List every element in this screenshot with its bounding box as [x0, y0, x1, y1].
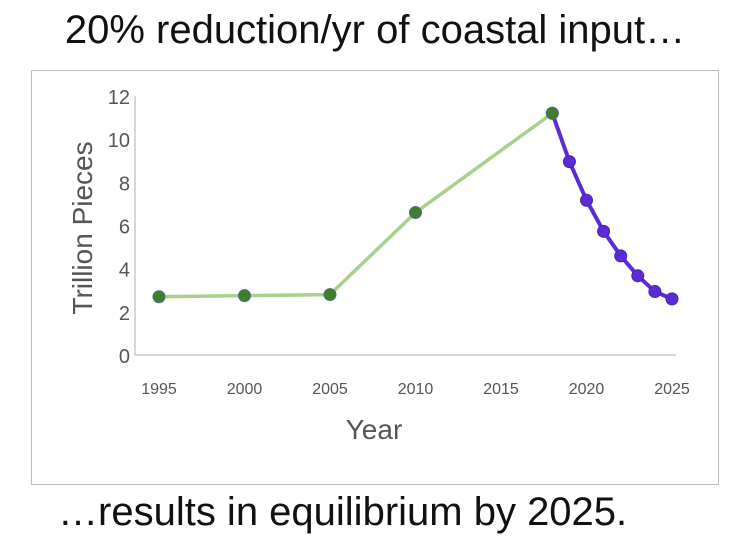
- series-group: [152, 106, 679, 306]
- x-tick-label: 2025: [654, 381, 690, 398]
- x-tick-label: 2015: [483, 381, 519, 398]
- x-tick-labels: 1995 2000 2005 2010 2015 2020 2025: [141, 381, 690, 398]
- x-tick-label: 2010: [398, 381, 434, 398]
- y-tick-label: 10: [108, 130, 130, 152]
- data-point-projection: [597, 224, 611, 238]
- x-tick-label: 2020: [569, 381, 605, 398]
- data-point-projection: [580, 193, 593, 207]
- x-axis-label: Year: [346, 414, 403, 445]
- series-line-projection: [550, 112, 673, 301]
- series-line-historical: [158, 111, 554, 299]
- y-tick-label: 2: [119, 303, 130, 325]
- x-tick-label: 2000: [227, 381, 263, 398]
- chart-frame: [31, 70, 719, 485]
- data-point-historical: [409, 206, 422, 220]
- data-point-projection: [648, 285, 662, 299]
- y-axis-label: Trillion Pieces: [67, 141, 98, 314]
- y-tick-label: 4: [119, 260, 130, 282]
- y-tick-label: 8: [119, 173, 130, 195]
- y-tick-labels: 0 2 4 6 8 10 12: [108, 87, 130, 368]
- x-tick-label: 1995: [141, 381, 177, 398]
- slide-caption: …results in equilibrium by 2025.: [58, 490, 628, 534]
- y-tick-label: 12: [108, 87, 130, 109]
- slide-title: 20% reduction/yr of coastal input…: [64, 8, 686, 52]
- axes: [134, 96, 676, 356]
- y-tick-label: 6: [119, 217, 130, 239]
- data-point-historical: [238, 289, 251, 303]
- data-point-projection: [665, 292, 679, 306]
- data-point-projection: [631, 269, 645, 283]
- data-point-projection: [614, 249, 628, 263]
- data-point-historical: [323, 288, 337, 302]
- data-point-historical: [545, 106, 559, 120]
- y-tick-label: 0: [119, 346, 130, 368]
- data-point-projection: [562, 155, 576, 169]
- data-point-historical: [152, 290, 166, 304]
- x-tick-label: 2005: [312, 381, 348, 398]
